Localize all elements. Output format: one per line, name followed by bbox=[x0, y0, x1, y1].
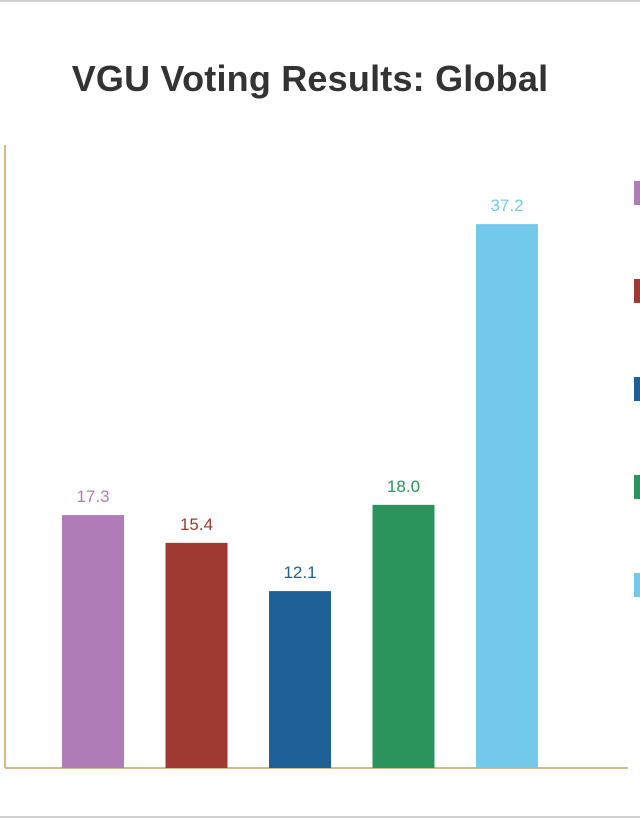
bar-1 bbox=[62, 515, 124, 768]
legend-swatch-3 bbox=[634, 377, 640, 401]
legend-swatch-4 bbox=[634, 475, 640, 499]
data-label-5: 37.2 bbox=[490, 196, 523, 215]
legend-swatch-5 bbox=[634, 573, 640, 597]
bar-5 bbox=[476, 224, 538, 769]
bar-series bbox=[62, 224, 538, 769]
data-label-4: 18.0 bbox=[387, 477, 420, 496]
data-label-1: 17.3 bbox=[76, 487, 109, 506]
bar-2 bbox=[165, 542, 228, 768]
chart-title: VGU Voting Results: Global bbox=[71, 58, 549, 99]
bar-3 bbox=[269, 591, 331, 768]
legend bbox=[634, 181, 640, 597]
data-label-3: 12.1 bbox=[283, 563, 316, 582]
legend-swatch-2 bbox=[634, 279, 640, 303]
legend-swatch-1 bbox=[634, 181, 640, 205]
value-labels: 17.3 15.4 12.1 18.0 37.2 bbox=[76, 196, 523, 582]
data-label-2: 15.4 bbox=[180, 515, 213, 534]
bar-4 bbox=[372, 504, 435, 768]
